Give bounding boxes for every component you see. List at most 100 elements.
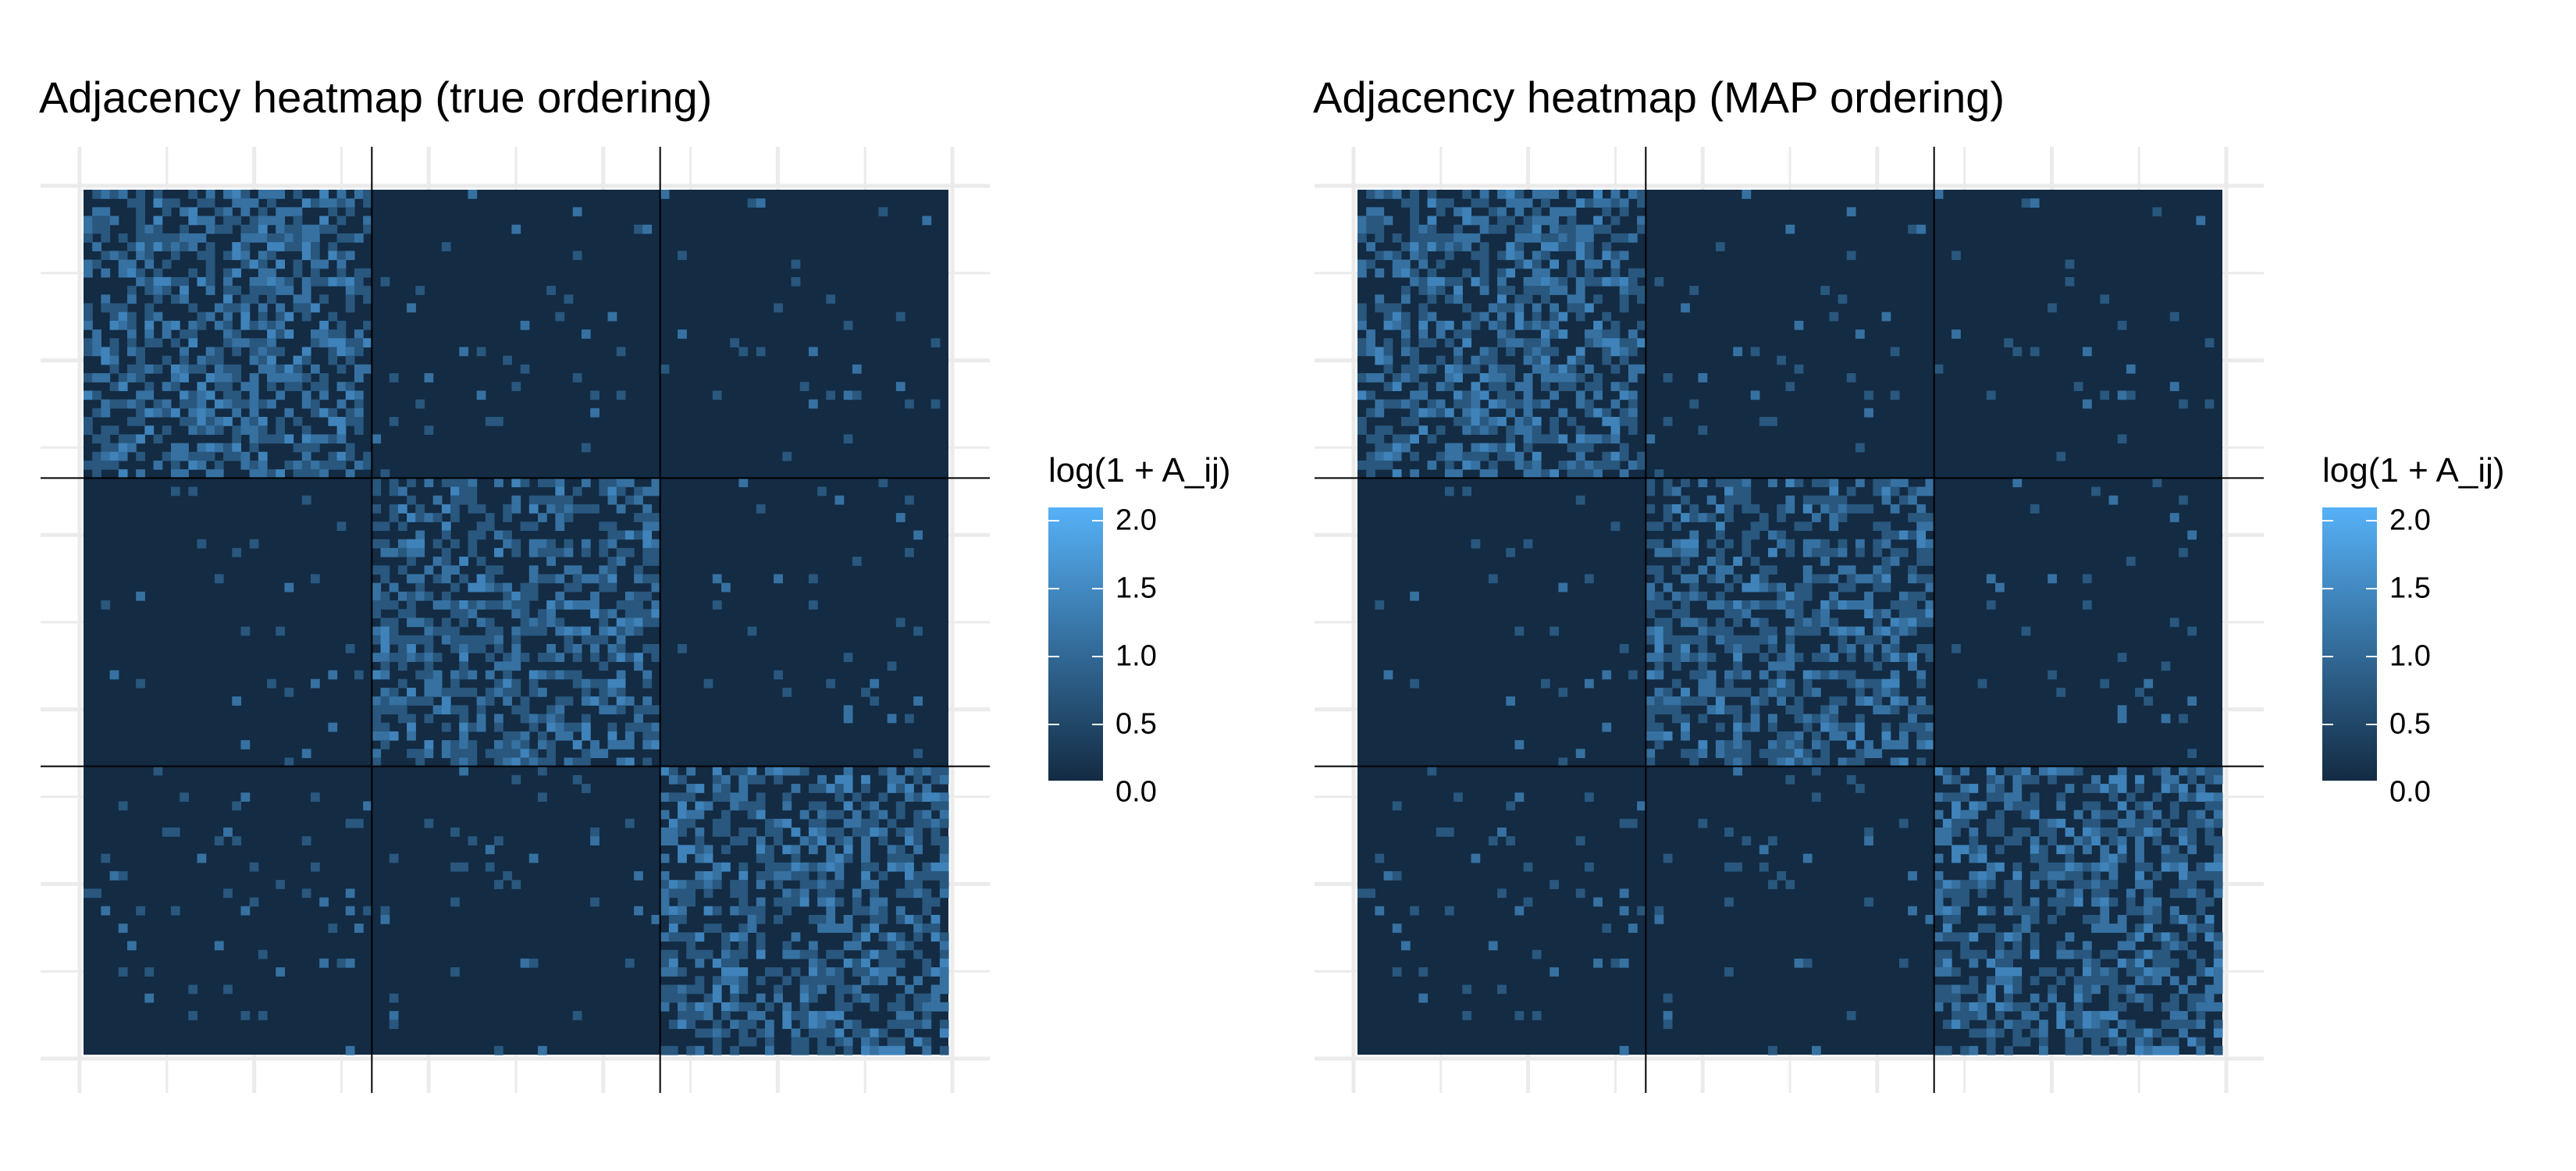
heatmap-cell	[2126, 818, 2136, 828]
heatmap-cell	[1777, 653, 1786, 662]
heatmap-cell	[1898, 757, 1909, 767]
heatmap-cell	[1418, 276, 1429, 287]
heatmap-cell	[634, 722, 643, 732]
heatmap-cell	[1436, 242, 1446, 251]
heatmap-cell	[503, 870, 512, 881]
heatmap-cell	[511, 687, 521, 697]
heatmap-cell	[747, 914, 757, 924]
heatmap-cell	[878, 914, 888, 924]
heatmap-cell	[913, 626, 923, 636]
heatmap-cell	[1977, 801, 1987, 811]
heatmap-cell	[651, 557, 661, 566]
heatmap-cell	[939, 862, 949, 872]
heatmap-cell	[1724, 828, 1734, 837]
heatmap-cell	[214, 416, 224, 426]
heatmap-cell	[180, 294, 189, 304]
heatmap-cell	[1575, 460, 1585, 470]
heatmap-cell	[939, 818, 949, 828]
heatmap-cell	[1610, 347, 1621, 357]
heatmap-cell	[232, 443, 242, 453]
heatmap-cell	[170, 828, 180, 837]
heatmap-cell	[2108, 836, 2119, 845]
heatmap-cell	[2213, 976, 2223, 986]
heatmap-cell	[1733, 705, 1743, 715]
heatmap-cell	[878, 949, 888, 959]
heatmap-cell	[1742, 547, 1752, 557]
heatmap-cell	[468, 722, 478, 732]
heatmap-cell	[537, 626, 547, 636]
heatmap-cell	[468, 740, 478, 749]
heatmap-cell	[354, 373, 364, 383]
heatmap-cell	[1619, 347, 1629, 357]
heatmap-cell	[1436, 286, 1446, 295]
heatmap-cell	[1671, 643, 1681, 653]
heatmap-cell	[170, 373, 180, 383]
heatmap-cell	[1724, 504, 1734, 514]
heatmap-cell	[109, 338, 119, 348]
heatmap-cell	[2187, 888, 2197, 899]
heatmap-cell	[232, 408, 242, 418]
heatmap-cell	[634, 661, 643, 671]
heatmap-cell	[1969, 976, 1979, 986]
heatmap-cell	[930, 914, 941, 924]
heatmap-cell	[2082, 914, 2092, 924]
heatmap-cell	[1802, 757, 1813, 767]
heatmap-cell	[774, 880, 783, 889]
heatmap-cell	[363, 320, 372, 330]
heatmap-cell	[1471, 425, 1481, 435]
heatmap-cell	[607, 478, 617, 488]
heatmap-cell	[1960, 784, 1970, 793]
heatmap-cell	[1916, 696, 1927, 706]
heatmap-cell	[1514, 416, 1525, 426]
heatmap-cell	[1715, 635, 1725, 645]
heatmap-cell	[310, 276, 320, 287]
heatmap-cell	[738, 836, 749, 845]
heatmap-cell	[660, 967, 670, 977]
heatmap-cell	[1811, 513, 1821, 522]
heatmap-cell	[1952, 801, 1961, 811]
heatmap-cell	[1733, 749, 1743, 759]
heatmap-cell	[1584, 303, 1594, 313]
heatmap-cell	[887, 1045, 897, 1055]
heatmap-cell	[564, 294, 574, 304]
heatmap-cell	[301, 749, 311, 759]
heatmap-cell	[240, 792, 251, 803]
heatmap-cell	[468, 582, 478, 593]
heatmap-cell	[223, 382, 233, 392]
heatmap-cell	[2204, 924, 2215, 933]
heatmap-cell	[721, 958, 731, 968]
heatmap-cell	[1506, 198, 1516, 208]
heatmap-cell	[205, 276, 215, 287]
heatmap-cell	[1829, 670, 1839, 680]
heatmap-cell	[101, 268, 111, 278]
heatmap-cell	[634, 870, 643, 881]
heatmap-cell	[651, 478, 661, 488]
heatmap-cell	[799, 382, 809, 392]
heatmap-cell	[485, 845, 495, 855]
heatmap-cell	[712, 600, 722, 610]
heatmap-cell	[2012, 1028, 2023, 1038]
heatmap-cell	[861, 862, 870, 872]
heatmap-cell	[293, 382, 303, 392]
heatmap-cell	[2187, 530, 2197, 540]
heatmap-cell	[223, 828, 233, 837]
heatmap-cell	[380, 574, 390, 584]
heatmap-cell	[118, 268, 128, 278]
heatmap-cell	[2004, 766, 2013, 776]
heatmap-cell	[276, 259, 286, 269]
heatmap-cell	[249, 434, 259, 444]
heatmap-cell	[1453, 390, 1463, 400]
heatmap-cell	[1628, 408, 1638, 418]
heatmap-cell	[1986, 774, 1996, 785]
heatmap-cell	[1689, 749, 1699, 759]
heatmap-cell	[1724, 626, 1734, 636]
heatmap-cell	[1908, 530, 1917, 540]
heatmap-cell	[249, 320, 259, 330]
heatmap-cell	[913, 914, 923, 924]
heatmap-cell	[372, 434, 382, 444]
legend-tick-label: 0.5	[2389, 707, 2431, 741]
heatmap-cell	[913, 836, 923, 845]
heatmap-cell	[1724, 757, 1734, 767]
heatmap-cell	[1706, 687, 1717, 697]
heatmap-cell	[651, 574, 661, 584]
